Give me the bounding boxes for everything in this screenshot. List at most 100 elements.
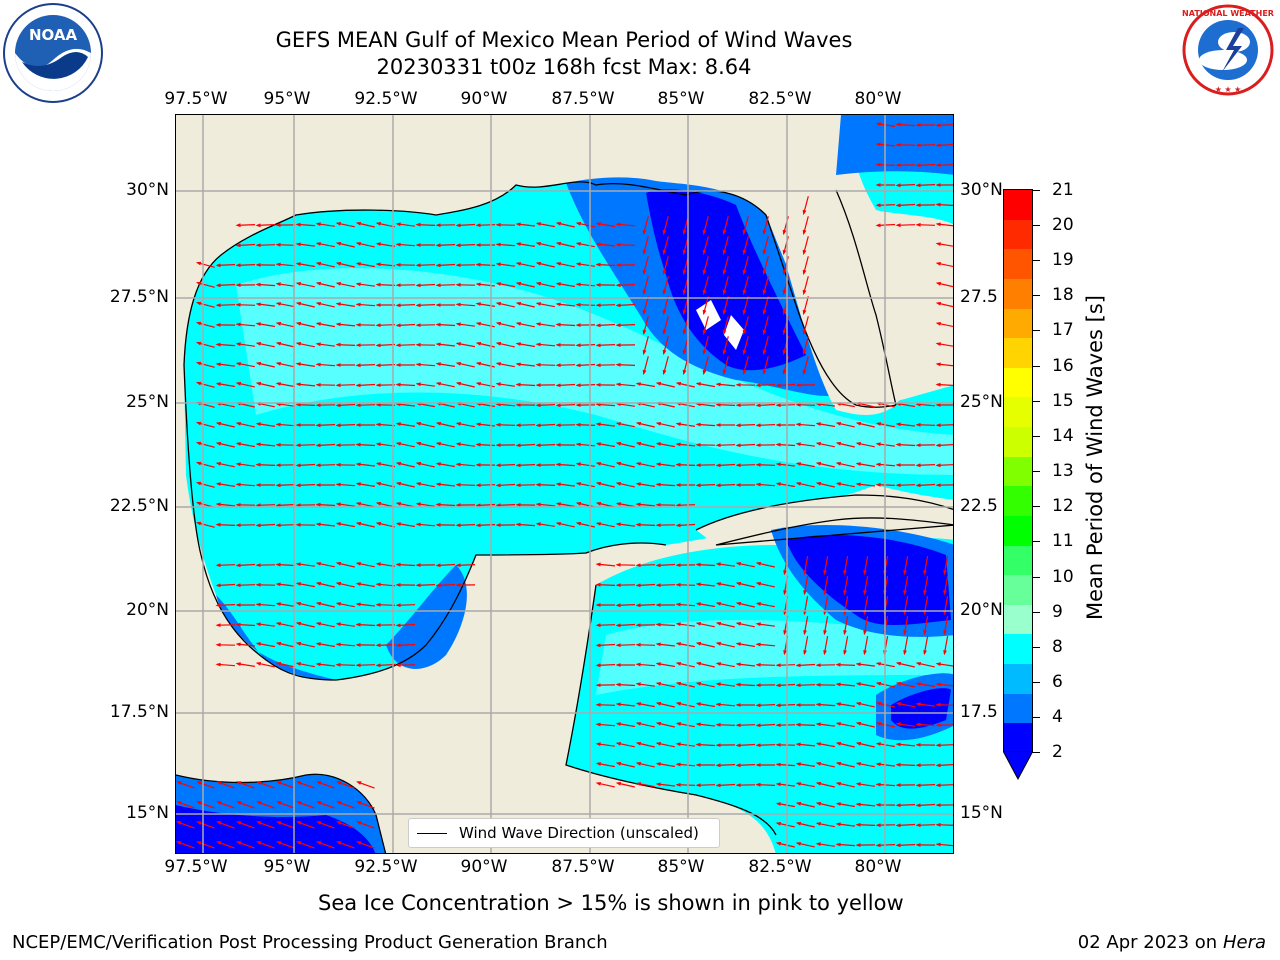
wind-wave-arrowhead [595, 702, 601, 707]
colorbar-tick-mark [1032, 436, 1040, 437]
wind-wave-arrowhead [235, 422, 241, 426]
lat-tick-right: 17.5 [960, 702, 998, 722]
wind-wave-arrowhead [355, 323, 361, 327]
wind-wave-arrowhead [615, 422, 621, 426]
wind-wave-arrowhead [395, 643, 401, 648]
wind-wave-arrowhead [515, 281, 522, 286]
wind-wave-arrowhead [655, 482, 661, 487]
wind-wave-arrowhead [495, 382, 501, 387]
wind-wave-arrowhead [915, 783, 921, 788]
wind-wave-arrowhead [835, 822, 841, 827]
wind-wave-arrowhead [775, 703, 781, 708]
wind-wave-arrowhead [923, 650, 927, 656]
wind-wave-arrowhead [415, 243, 421, 247]
wind-wave-arrowhead [296, 821, 302, 825]
wind-wave-arrowhead [335, 602, 341, 606]
wind-wave-arrowhead [535, 281, 542, 286]
wind-wave-arrowhead [635, 563, 641, 568]
wind-wave-arrowhead [375, 562, 381, 567]
wind-wave-arrowhead [335, 302, 341, 306]
yucatan-land [176, 543, 666, 853]
colorbar-tick-mark [1032, 612, 1040, 613]
wind-wave-arrowhead [635, 441, 642, 446]
wind-wave-arrowhead [375, 643, 381, 648]
colorbar-tick-label: 21 [1052, 180, 1074, 200]
wind-wave-arrowhead [935, 362, 941, 367]
wind-wave-arrowhead [595, 663, 601, 668]
wind-wave-arrowhead [335, 383, 341, 388]
wind-wave-arrowhead [235, 662, 241, 666]
wind-wave-arrowhead [875, 803, 881, 807]
wind-wave-arrowhead [255, 282, 261, 287]
wind-wave-arrowhead [395, 343, 401, 348]
wind-wave-arrowhead [735, 703, 741, 707]
wind-wave-arrowhead [575, 282, 581, 287]
wind-wave-arrowhead [802, 369, 807, 376]
wind-wave-arrowhead [855, 662, 861, 667]
wind-wave-arrowhead [755, 743, 761, 748]
wind-wave-arrowhead [675, 782, 681, 787]
wind-wave-arrowhead [682, 289, 687, 296]
wind-wave-arrowhead [255, 622, 261, 627]
colorbar-tick-label: 10 [1052, 567, 1074, 587]
wind-wave-arrowhead [755, 602, 761, 606]
wind-wave-arrowhead [855, 702, 861, 706]
wind-wave-arrowhead [895, 823, 901, 828]
wind-wave-arrowhead [415, 422, 421, 426]
wind-wave-arrowhead [795, 782, 801, 786]
wind-wave-arrowhead [762, 249, 767, 256]
wind-wave-arrowhead [695, 641, 702, 646]
wind-wave-arrowhead [195, 321, 202, 326]
wind-wave-arrowhead [895, 681, 902, 686]
wind-wave-arrowhead [595, 603, 601, 607]
wind-wave-arrowhead [655, 603, 661, 607]
wind-wave-arrowhead [235, 342, 241, 347]
wind-wave-arrowhead [515, 362, 521, 367]
wind-wave-arrowhead [256, 801, 262, 805]
colorbar-tick-mark [1032, 366, 1040, 367]
wind-wave-arrowhead [575, 501, 582, 506]
wind-wave-arrowhead [455, 263, 461, 267]
wind-wave-arrowhead [943, 630, 947, 636]
wind-wave-arrowhead [295, 463, 301, 468]
wind-wave-arrowhead [296, 781, 302, 785]
wind-wave-arrowhead [176, 801, 182, 805]
colorbar-segment [1004, 308, 1032, 339]
wind-wave-arrowhead [715, 743, 721, 747]
wind-wave-arrowhead [455, 342, 461, 346]
wind-wave-arrowhead [782, 289, 787, 296]
wind-wave-arrowhead [802, 269, 807, 276]
wind-wave-arrowhead [395, 242, 401, 247]
wind-wave-arrowhead [276, 841, 282, 845]
wind-wave-arrowhead [875, 223, 881, 228]
wind-wave-arrowhead [695, 463, 701, 467]
wind-wave-arrowhead [815, 781, 822, 786]
wind-wave-arrowhead [695, 783, 701, 788]
wind-wave-arrowhead [915, 222, 921, 227]
wind-wave-arrowhead [555, 262, 561, 266]
wind-wave-arrowhead [315, 302, 321, 306]
wind-wave-arrowhead [943, 570, 947, 576]
wind-wave-arrowhead [835, 461, 841, 466]
wind-wave-arrowhead [775, 723, 781, 727]
wind-wave-arrowhead [555, 482, 561, 487]
wind-wave-arrowhead [655, 462, 661, 467]
wind-wave-arrowhead [295, 301, 302, 306]
wind-wave-arrowhead [895, 661, 902, 666]
wind-wave-arrowhead [695, 742, 701, 747]
wind-wave-arrowhead [815, 663, 821, 667]
wind-wave-arrowhead [615, 323, 621, 328]
wind-wave-arrowhead [375, 582, 381, 587]
wind-wave-arrowhead [662, 229, 667, 236]
lon-tick-top: 82.5°W [748, 89, 812, 109]
wind-wave-arrowhead [256, 781, 262, 785]
colorbar-tick-label: 2 [1052, 742, 1063, 762]
wind-wave-arrowhead [315, 502, 321, 507]
colorbar-tick-mark [1032, 225, 1040, 226]
wind-wave-arrowhead [455, 462, 461, 467]
wind-wave-arrowhead [455, 243, 461, 248]
wind-wave-arrowhead [795, 663, 801, 668]
wind-wave-arrowhead [935, 723, 941, 727]
wind-wave-arrowhead [475, 361, 482, 366]
wind-wave-arrowhead [215, 623, 221, 627]
